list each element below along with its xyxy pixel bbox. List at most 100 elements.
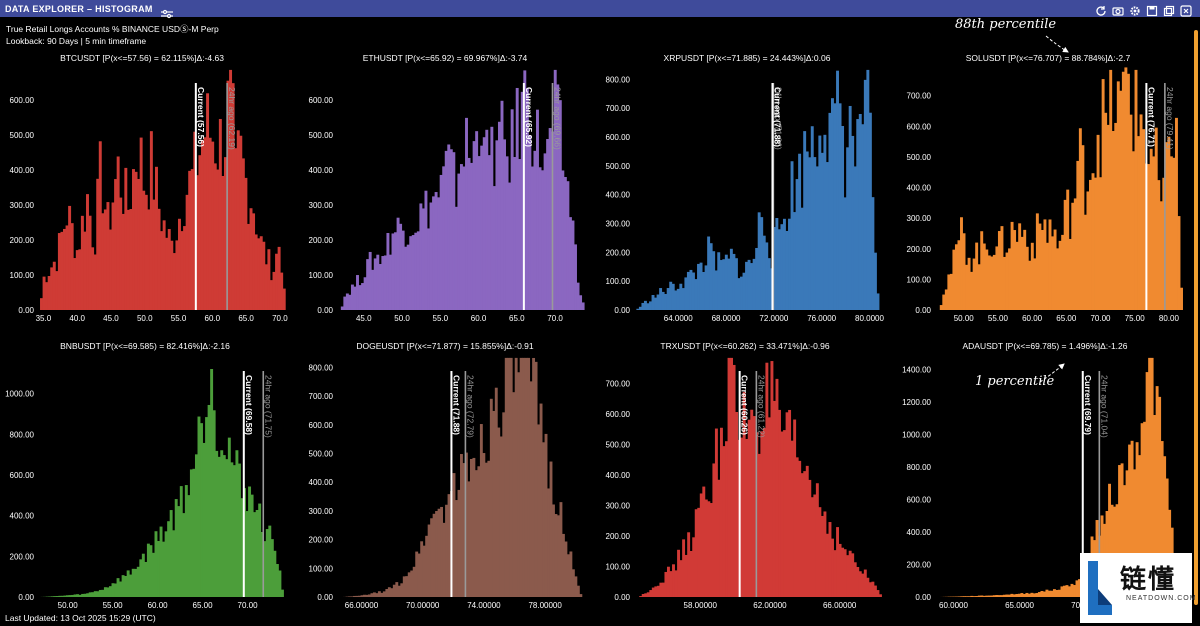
histogram-bar [674, 570, 678, 597]
histogram-bar [745, 261, 748, 310]
histogram-bar [1027, 593, 1031, 597]
histogram-bar [1159, 201, 1163, 310]
histogram-bar [410, 570, 414, 597]
histogram-bar [724, 254, 728, 310]
histogram-bar [1104, 112, 1108, 310]
histogram-bar [1143, 421, 1147, 597]
histogram-bar [858, 571, 862, 597]
ago-label: 24hr ago (62.19) [227, 87, 237, 150]
histogram-bar [977, 264, 981, 310]
histogram-bar [1164, 142, 1168, 310]
histogram-bar [1045, 589, 1049, 597]
histogram-bar [472, 141, 476, 310]
histogram-bar [1013, 230, 1017, 310]
histogram-bar [813, 494, 817, 597]
histogram-bar [692, 537, 696, 597]
histogram-bar [489, 398, 493, 597]
histogram-bar [73, 594, 77, 597]
histogram-bar [75, 250, 79, 310]
histogram-bar [411, 235, 415, 310]
close-icon[interactable] [1180, 2, 1192, 17]
tune-icon[interactable] [160, 4, 173, 18]
histogram-bar [380, 592, 384, 597]
histogram-bar [257, 238, 261, 310]
watermark-en: NEATDOWN.COM [1126, 595, 1197, 602]
histogram-bar [121, 575, 125, 597]
histogram-bar [828, 522, 832, 597]
chart-title: ETHUSDT [P(x<=65.92) = 69.967%]Δ:-3.74 [363, 53, 528, 63]
y-tick-label: 1000.00 [5, 390, 34, 399]
histogram-bar [499, 436, 503, 597]
save-icon[interactable] [1146, 2, 1158, 17]
histogram-bar [643, 300, 647, 310]
histogram-bar [757, 212, 761, 310]
histogram-bar [151, 552, 155, 597]
histogram-bar [699, 493, 703, 597]
copy-icon[interactable] [1163, 2, 1175, 17]
histogram-bar [563, 177, 567, 310]
histogram-bar [1051, 236, 1054, 310]
histogram-bar [167, 521, 171, 597]
histogram-bar [280, 272, 284, 310]
histogram-bar [68, 595, 72, 597]
histogram-bar [641, 594, 645, 597]
histogram-bar [1108, 483, 1111, 597]
histogram-bar [252, 213, 256, 310]
histogram-bar [995, 595, 999, 597]
histogram-bar [139, 137, 143, 310]
histogram-bar [836, 527, 840, 597]
histogram-bar [687, 532, 691, 597]
histogram-bar [576, 282, 580, 310]
scrollbar-thumb[interactable] [1194, 30, 1198, 605]
histogram-bar [659, 288, 663, 310]
histogram-bar [666, 288, 670, 310]
histogram-bar [798, 153, 802, 310]
histogram-bar [785, 412, 789, 597]
histogram-bar [765, 362, 769, 597]
histogram-bar [571, 569, 575, 597]
histogram-bar [375, 593, 379, 597]
histogram-bar [391, 233, 395, 310]
histogram-bar [348, 294, 352, 310]
histogram-bar [861, 124, 865, 310]
chart-title: TRXUSDT [P(x<=60.262) = 33.471%]Δ:-0.96 [660, 341, 830, 351]
histogram-bar [189, 469, 193, 597]
histogram-bar [1022, 593, 1026, 597]
gear-icon[interactable] [1129, 2, 1141, 16]
histogram-bar [534, 361, 538, 597]
histogram-bar [345, 293, 349, 310]
histogram-bar [1167, 136, 1171, 310]
histogram-bar [134, 568, 138, 597]
histogram-bar [1139, 114, 1143, 310]
x-tick-label: 70.00 [238, 601, 259, 610]
histogram-bar [472, 457, 476, 597]
histogram-bar [1035, 213, 1039, 310]
histogram-bar [1160, 441, 1164, 597]
histogram-bar [273, 550, 277, 597]
camera-icon[interactable] [1112, 2, 1124, 16]
histogram-bar [381, 256, 385, 310]
histogram-bar [990, 595, 994, 597]
histogram-bar [851, 135, 855, 310]
histogram-bar [765, 242, 769, 310]
histogram-bar [732, 253, 736, 310]
x-tick-label: 55.0 [433, 314, 449, 323]
histogram-bar [990, 256, 994, 310]
histogram-bar [644, 593, 648, 597]
histogram-bar [1148, 357, 1152, 597]
histogram-bar [505, 156, 509, 310]
histogram-bar [514, 357, 518, 597]
histogram-bar [949, 273, 953, 310]
histogram-bar [1111, 131, 1115, 310]
refresh-icon[interactable] [1095, 2, 1107, 16]
histogram-bar [750, 263, 754, 310]
y-tick-label: 400.00 [10, 166, 35, 175]
histogram-bar [954, 244, 958, 310]
histogram-bar [1003, 256, 1006, 310]
histogram-bar [250, 494, 254, 597]
histogram-bar [1066, 189, 1070, 310]
x-tick-label: 80.00 [1159, 314, 1180, 323]
lookback-description: Lookback: 90 Days | 5 min timeframe [6, 36, 147, 46]
histogram-bar [386, 233, 390, 310]
histogram-bar [980, 231, 984, 310]
